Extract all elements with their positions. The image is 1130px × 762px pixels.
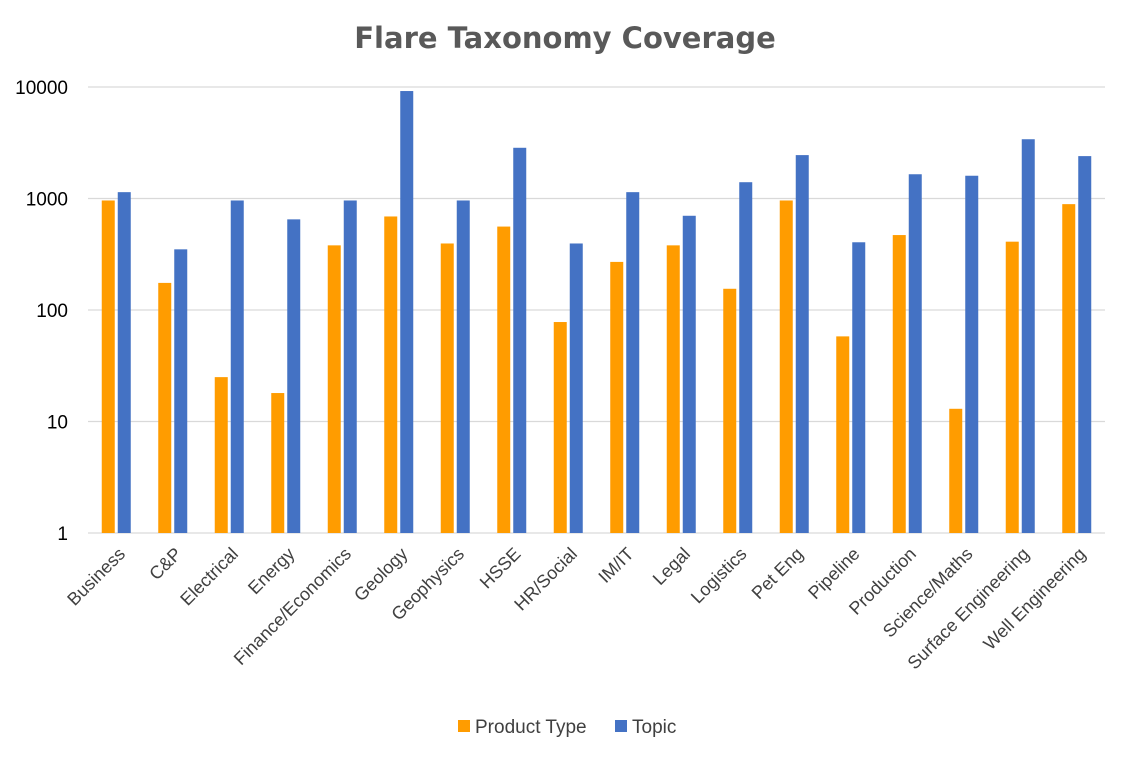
y-tick-label: 1000 bbox=[26, 190, 68, 211]
bar bbox=[1062, 204, 1076, 534]
bar bbox=[626, 192, 640, 534]
legend-swatch bbox=[458, 720, 470, 732]
x-tick-label: C&P bbox=[145, 544, 185, 584]
bar bbox=[287, 219, 301, 533]
bar bbox=[440, 243, 454, 533]
x-tick-label: HSSE bbox=[476, 544, 525, 593]
bar bbox=[739, 182, 753, 533]
bar bbox=[101, 200, 115, 534]
bar bbox=[456, 200, 470, 534]
y-tick-label: 10000 bbox=[15, 78, 68, 99]
y-tick-label: 100 bbox=[36, 301, 68, 322]
bar bbox=[174, 249, 188, 533]
bar bbox=[723, 288, 737, 533]
x-tick-label: Legal bbox=[649, 544, 694, 589]
bar bbox=[666, 245, 680, 533]
bar bbox=[795, 155, 809, 534]
bar bbox=[497, 226, 511, 534]
legend-label: Product Type bbox=[475, 717, 587, 738]
bar bbox=[836, 336, 850, 533]
x-tick-label: Logistics bbox=[687, 544, 751, 608]
y-axis-ticks: 1 10 100 1000 10000 bbox=[15, 78, 68, 545]
bar bbox=[949, 408, 963, 533]
bar bbox=[553, 322, 567, 533]
bar bbox=[779, 200, 793, 534]
bar bbox=[214, 377, 228, 533]
x-tick-label: Well Engineering bbox=[979, 544, 1089, 654]
bar bbox=[230, 200, 244, 534]
bar bbox=[1005, 241, 1019, 533]
bar bbox=[327, 245, 341, 533]
bar bbox=[513, 147, 527, 534]
x-tick-label: IM/IT bbox=[594, 544, 637, 587]
x-tick-label: Business bbox=[63, 544, 129, 610]
legend-label: Topic bbox=[632, 717, 676, 738]
bar bbox=[610, 261, 624, 533]
bars bbox=[101, 91, 1092, 534]
bar bbox=[271, 393, 285, 533]
bar bbox=[400, 91, 414, 533]
chart-title: Flare Taxonomy Coverage bbox=[354, 21, 776, 55]
legend: Product Type Topic bbox=[458, 717, 676, 738]
x-tick-label: Electrical bbox=[176, 544, 242, 610]
bar bbox=[852, 242, 866, 533]
x-tick-label: Energy bbox=[244, 544, 298, 598]
bar bbox=[908, 174, 922, 533]
bar bbox=[343, 200, 357, 534]
bar bbox=[1078, 156, 1092, 533]
y-tick-label: 10 bbox=[47, 413, 68, 434]
bar bbox=[892, 235, 906, 533]
x-tick-label: Pet Eng bbox=[748, 544, 807, 603]
y-tick-label: 1 bbox=[57, 524, 68, 545]
gridlines bbox=[88, 86, 1105, 534]
bar bbox=[1021, 139, 1035, 533]
bar bbox=[965, 175, 979, 534]
bar bbox=[682, 215, 696, 533]
legend-swatch bbox=[615, 720, 627, 732]
bar bbox=[158, 282, 172, 533]
bar bbox=[569, 243, 583, 533]
bar bbox=[384, 216, 398, 533]
bar bbox=[117, 192, 131, 534]
